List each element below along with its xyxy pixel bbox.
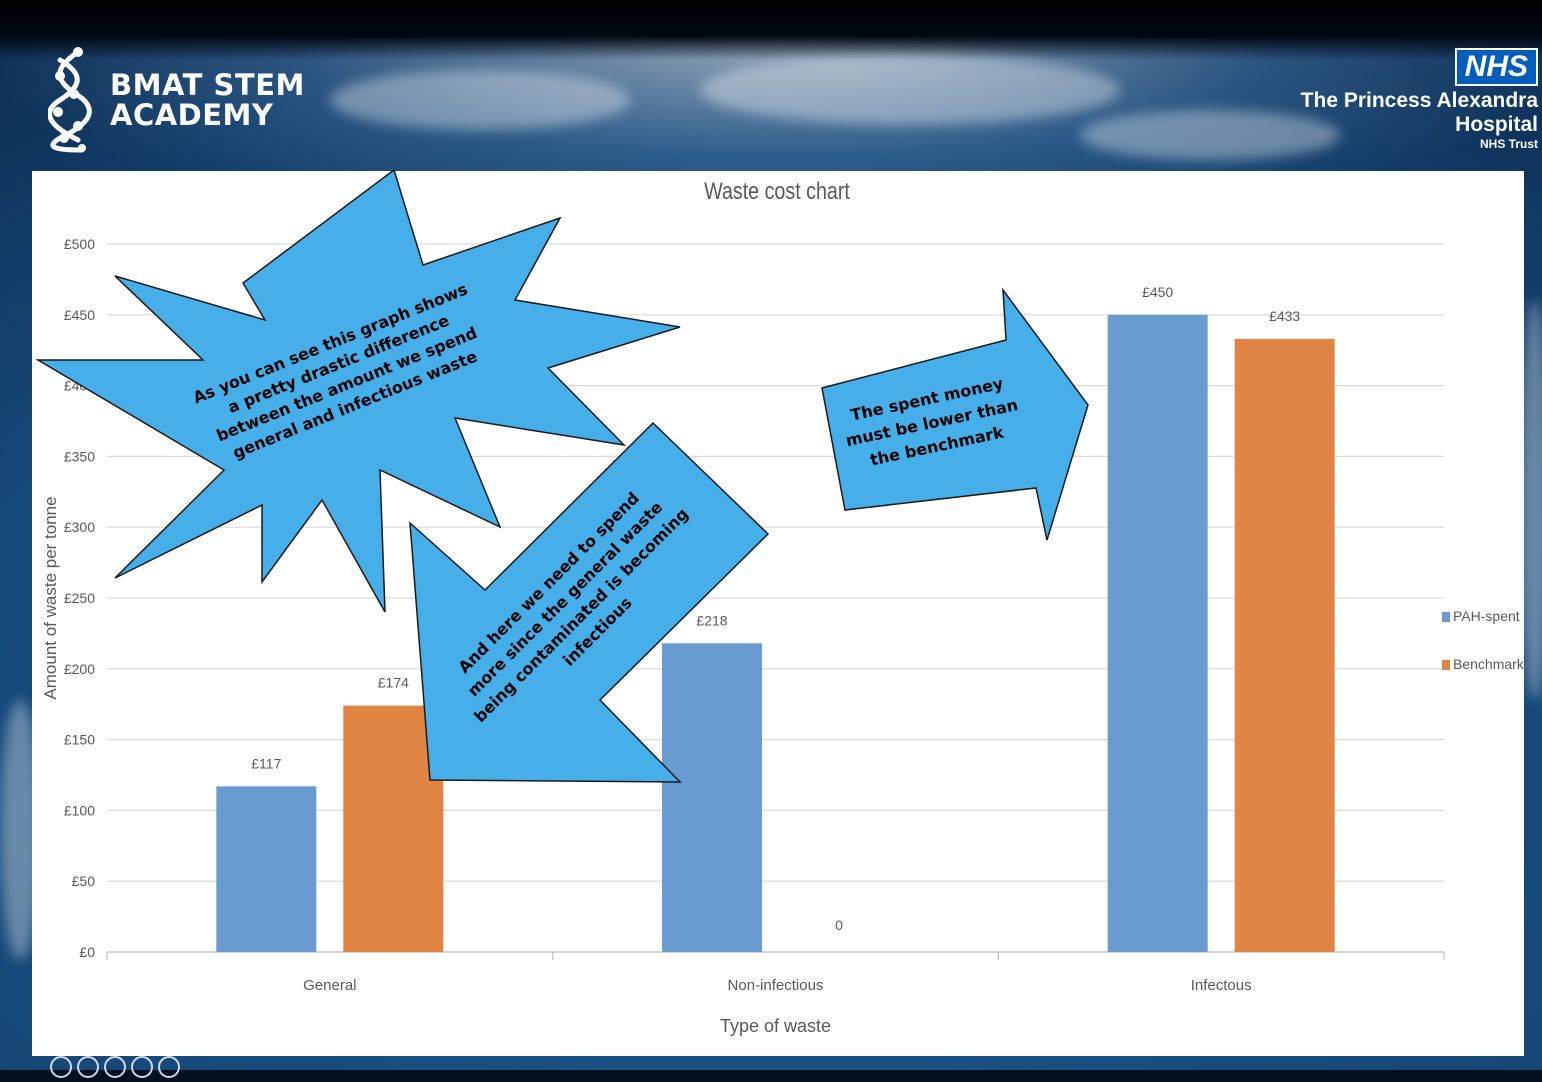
data-label: 0 xyxy=(835,917,843,933)
dna-helix-icon xyxy=(48,47,92,153)
y-tick-label: £500 xyxy=(64,236,95,252)
data-label: £433 xyxy=(1269,308,1300,324)
bmat-logo: BMAT STEM ACADEMY xyxy=(48,46,308,156)
y-tick-label: £200 xyxy=(64,661,95,677)
data-label: £117 xyxy=(251,755,281,771)
chart-title: Waste cost chart xyxy=(704,177,850,204)
data-label: £218 xyxy=(696,612,727,628)
y-tick-label: £100 xyxy=(64,802,95,818)
x-axis-title: Type of waste xyxy=(720,1016,831,1036)
y-tick-label: £300 xyxy=(64,519,95,535)
y-tick-label: £350 xyxy=(64,448,95,464)
bar-benchmark-general xyxy=(343,705,444,952)
data-label: £174 xyxy=(378,675,409,691)
academy-name-line1: BMAT STEM xyxy=(110,68,305,102)
y-tick-label: £450 xyxy=(64,307,95,323)
waste-cost-chart: Waste cost chart £0 £50 £100 £150 £200 £250 £30… xyxy=(41,177,1524,1036)
x-category-label: Infectous xyxy=(1191,977,1252,994)
y-tick-label: £0 xyxy=(79,944,95,960)
cloud-decoration xyxy=(1520,300,1542,700)
cloud-decoration xyxy=(1080,110,1340,160)
trust-name-line1: The Princess Alexandra xyxy=(1300,89,1538,112)
x-category-label: Non-infectious xyxy=(728,977,824,994)
nhs-badge: NHS xyxy=(1454,48,1538,86)
nhs-trust-logo: NHS The Princess Alexandra Hospital NHS … xyxy=(1301,48,1538,151)
bar-benchmark-infectous xyxy=(1234,338,1335,952)
legend-swatch xyxy=(1442,612,1450,622)
legend-label: Benchmark xyxy=(1453,656,1524,672)
y-tick-label: £50 xyxy=(72,873,96,889)
bar-pah-spent-infectous xyxy=(1107,314,1208,952)
trust-name-line2: Hospital xyxy=(1455,113,1538,136)
academy-name-line2: ACADEMY xyxy=(110,98,274,132)
y-tick-label: £150 xyxy=(64,732,95,748)
y-tick-label: £250 xyxy=(64,590,95,606)
bar-pah-spent-general xyxy=(216,786,317,952)
y-axis-title: Amount of waste per tonne xyxy=(41,496,60,699)
trust-name-line3: NHS Trust xyxy=(1479,137,1538,151)
y-tick-label: £400 xyxy=(64,378,95,394)
slide-decoration xyxy=(50,1056,190,1078)
data-label: £450 xyxy=(1142,284,1173,300)
bar-pah-spent-non-infectious xyxy=(662,643,762,952)
x-category-label: General xyxy=(303,977,356,994)
cloud-decoration xyxy=(700,55,1120,125)
legend-label: PAH-spent xyxy=(1453,608,1520,624)
legend-swatch xyxy=(1442,660,1450,670)
chart-panel: Waste cost chart £0 £50 £100 £150 £200 £250 £30… xyxy=(32,171,1524,1056)
cloud-decoration xyxy=(330,70,630,130)
space-backdrop xyxy=(0,0,1542,60)
